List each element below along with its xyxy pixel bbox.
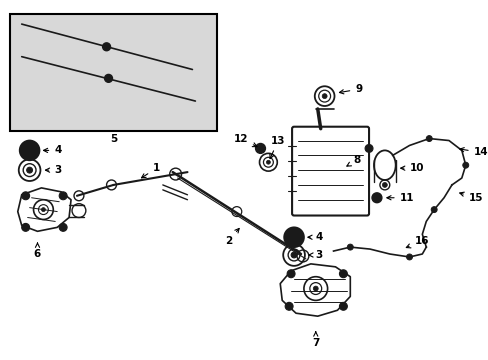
Circle shape bbox=[59, 224, 67, 231]
Circle shape bbox=[426, 136, 431, 141]
Circle shape bbox=[41, 208, 45, 212]
Text: 4: 4 bbox=[307, 232, 323, 242]
Text: 12: 12 bbox=[233, 134, 256, 147]
Text: 4: 4 bbox=[43, 145, 61, 156]
Text: 8: 8 bbox=[346, 155, 360, 166]
Circle shape bbox=[255, 144, 265, 153]
Text: 3: 3 bbox=[308, 250, 323, 260]
Text: 11: 11 bbox=[386, 193, 413, 203]
Circle shape bbox=[21, 224, 30, 231]
Circle shape bbox=[290, 252, 296, 258]
Circle shape bbox=[288, 232, 298, 242]
Text: 7: 7 bbox=[311, 332, 319, 348]
Text: 5: 5 bbox=[110, 134, 117, 144]
Text: 3: 3 bbox=[45, 165, 61, 175]
Circle shape bbox=[106, 76, 110, 80]
Text: 13: 13 bbox=[269, 135, 285, 158]
Circle shape bbox=[104, 45, 108, 49]
Circle shape bbox=[26, 167, 33, 173]
Circle shape bbox=[371, 193, 381, 203]
FancyBboxPatch shape bbox=[291, 127, 368, 216]
Text: 2: 2 bbox=[224, 229, 239, 246]
Circle shape bbox=[266, 160, 270, 164]
Circle shape bbox=[21, 192, 30, 200]
Circle shape bbox=[339, 302, 346, 310]
Text: 15: 15 bbox=[459, 192, 482, 203]
Circle shape bbox=[322, 94, 326, 99]
Circle shape bbox=[285, 302, 292, 310]
Circle shape bbox=[20, 140, 40, 160]
Text: 14: 14 bbox=[459, 147, 488, 157]
Circle shape bbox=[374, 195, 379, 200]
Circle shape bbox=[462, 162, 468, 168]
Bar bbox=[10, 14, 217, 131]
Text: 16: 16 bbox=[406, 236, 428, 248]
Circle shape bbox=[346, 244, 352, 250]
Circle shape bbox=[59, 192, 67, 200]
Circle shape bbox=[406, 254, 411, 260]
Text: 1: 1 bbox=[141, 163, 160, 178]
Circle shape bbox=[104, 75, 112, 82]
Circle shape bbox=[365, 144, 372, 152]
Circle shape bbox=[284, 228, 304, 247]
Circle shape bbox=[313, 286, 318, 291]
Text: 10: 10 bbox=[400, 163, 423, 173]
Circle shape bbox=[102, 43, 110, 51]
Circle shape bbox=[430, 207, 436, 212]
Circle shape bbox=[339, 270, 346, 278]
Circle shape bbox=[24, 145, 35, 155]
Circle shape bbox=[382, 183, 386, 188]
Text: 6: 6 bbox=[34, 243, 41, 259]
Circle shape bbox=[286, 270, 294, 278]
Text: 9: 9 bbox=[339, 84, 362, 94]
